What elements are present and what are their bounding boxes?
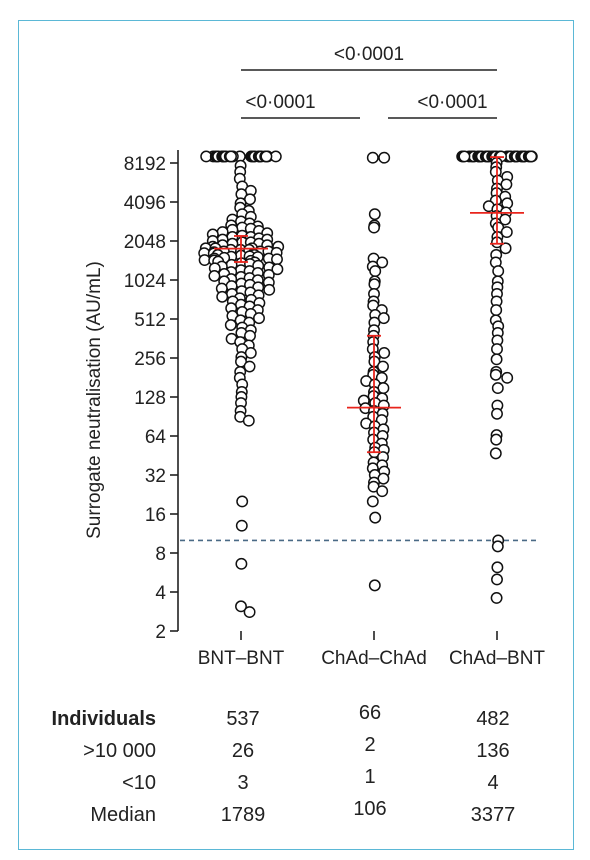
x-tick-label: BNT–BNT <box>198 648 285 669</box>
cell-chad-chad: 66 <box>358 702 382 724</box>
y-tick-label: 64 <box>145 427 167 448</box>
y-tick-label: 2048 <box>124 232 166 253</box>
cell-chad-bnt: 4 <box>487 772 499 794</box>
data-point <box>366 151 379 164</box>
data-points <box>198 150 538 619</box>
data-point <box>235 519 248 532</box>
data-point <box>198 254 211 266</box>
data-point <box>525 150 538 163</box>
y-tick-label: 8192 <box>124 154 166 175</box>
data-point <box>491 573 503 586</box>
row-label: Individuals <box>51 708 156 730</box>
data-point <box>235 557 248 570</box>
table-row: Median 1789 106 3377 <box>0 798 590 834</box>
data-point <box>491 407 503 420</box>
data-point <box>369 511 382 524</box>
data-point <box>368 208 381 221</box>
data-point <box>499 242 512 255</box>
cell-bnt-bnt: 537 <box>226 708 260 730</box>
row-label: <10 <box>122 772 156 794</box>
data-point <box>243 606 256 619</box>
x-tick-label: ChAd–BNT <box>449 648 545 669</box>
data-point <box>491 540 504 553</box>
data-point <box>501 371 514 384</box>
y-tick-label: 128 <box>134 388 166 409</box>
row-label: >10 000 <box>83 740 156 762</box>
y-axis: 2 4 8 16 32 64 128 256 512 1024 2048 4096 8192 <box>124 150 179 643</box>
data-point <box>366 495 379 508</box>
data-point <box>271 253 283 266</box>
p-value-label: <0·0001 <box>245 92 315 113</box>
table-row: Individuals 537 66 482 <box>0 702 590 738</box>
table-row: >10 000 26 2 136 <box>0 734 590 770</box>
data-point <box>500 226 513 239</box>
data-point <box>490 591 503 604</box>
cell-chad-chad: 106 <box>353 798 387 820</box>
significance-layer: <0·0001 <0·0001 <0·0001 <box>241 44 497 119</box>
data-point <box>368 579 381 592</box>
data-point <box>490 353 503 366</box>
data-point <box>253 312 265 325</box>
y-tick-label: 4096 <box>124 193 166 214</box>
cell-chad-chad: 2 <box>364 734 376 756</box>
data-point <box>224 319 237 331</box>
y-tick-label: 32 <box>145 466 166 487</box>
scatter-chart: <0·0001 <0·0001 <0·0001 2 4 8 16 32 64 128 256 512… <box>84 44 545 669</box>
data-point <box>489 368 502 381</box>
cell-bnt-bnt: 26 <box>231 740 255 762</box>
data-point <box>242 414 255 427</box>
data-point <box>208 270 221 282</box>
p-value-label: <0·0001 <box>334 44 404 65</box>
y-tick-label: 8 <box>155 544 166 565</box>
x-tick-label: ChAd–ChAd <box>321 648 427 669</box>
table-row: <10 3 1 4 <box>0 766 590 802</box>
data-point <box>369 265 382 278</box>
y-tick-label: 4 <box>155 583 166 604</box>
data-point <box>263 283 276 296</box>
data-point <box>216 290 229 303</box>
cell-chad-bnt: 136 <box>476 740 510 762</box>
data-point <box>236 495 249 508</box>
cell-bnt-bnt: 1789 <box>220 804 266 826</box>
cell-chad-bnt: 482 <box>476 708 510 730</box>
data-point <box>200 150 213 163</box>
data-point <box>243 360 256 373</box>
y-axis-label: Surrogate neutralisation (AU/mL) <box>84 261 105 539</box>
data-point <box>368 221 380 234</box>
y-tick-label: 512 <box>134 310 166 331</box>
y-tick-label: 1024 <box>124 271 167 292</box>
data-point <box>490 304 503 317</box>
data-point <box>378 151 391 164</box>
row-label: Median <box>90 804 156 826</box>
data-point <box>492 265 505 278</box>
data-point <box>244 329 256 342</box>
data-point <box>490 433 503 446</box>
cell-bnt-bnt: 3 <box>237 772 249 794</box>
y-tick-label: 256 <box>134 349 166 370</box>
data-point <box>225 150 237 163</box>
y-tick-label: 16 <box>145 505 166 526</box>
data-point <box>491 343 503 356</box>
cell-chad-bnt: 3377 <box>470 804 516 826</box>
x-axis: BNT–BNT ChAd–ChAd ChAd–BNT <box>198 631 545 669</box>
data-point <box>491 382 504 395</box>
data-point <box>376 485 389 498</box>
data-point <box>271 263 284 276</box>
y-tick-label: 2 <box>155 622 166 643</box>
cell-chad-chad: 1 <box>364 766 376 788</box>
data-point <box>489 447 502 460</box>
data-point <box>368 278 381 291</box>
data-point <box>377 360 389 373</box>
data-point <box>458 150 471 163</box>
median-iqr-markers <box>214 156 524 454</box>
data-point <box>491 561 504 574</box>
data-point <box>260 150 273 163</box>
data-point <box>377 312 390 325</box>
data-point <box>235 600 247 613</box>
p-value-label: <0·0001 <box>417 92 487 113</box>
